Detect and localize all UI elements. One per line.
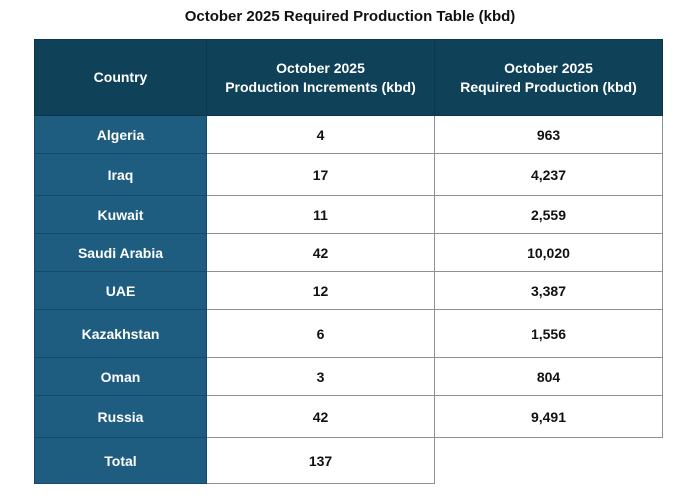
table-row: Saudi Arabia 42 10,020 bbox=[34, 233, 663, 272]
header-increments-line1: October 2025 bbox=[276, 59, 365, 76]
table-row: Algeria 4 963 bbox=[34, 115, 663, 154]
increment-cell: 6 bbox=[206, 309, 435, 358]
table-row: Iraq 17 4,237 bbox=[34, 153, 663, 196]
country-cell: Iraq bbox=[34, 153, 207, 196]
increment-cell: 11 bbox=[206, 195, 435, 234]
production-table: Country October 2025 Production Incremen… bbox=[34, 39, 663, 484]
header-required-line1: October 2025 bbox=[504, 59, 593, 76]
required-cell: 9,491 bbox=[434, 395, 663, 438]
required-cell: 4,237 bbox=[434, 153, 663, 196]
header-required-line2: Required Production (kbd) bbox=[460, 78, 637, 95]
increment-cell: 42 bbox=[206, 395, 435, 438]
increment-cell: 12 bbox=[206, 271, 435, 310]
country-cell: Russia bbox=[34, 395, 207, 438]
country-cell: UAE bbox=[34, 271, 207, 310]
increment-cell: 17 bbox=[206, 153, 435, 196]
country-cell: Kazakhstan bbox=[34, 309, 207, 358]
total-increment-cell: 137 bbox=[206, 437, 435, 484]
country-cell: Oman bbox=[34, 357, 207, 396]
total-row: Total 137 bbox=[34, 437, 663, 484]
increment-cell: 42 bbox=[206, 233, 435, 272]
table-row: Kazakhstan 6 1,556 bbox=[34, 309, 663, 358]
required-cell: 10,020 bbox=[434, 233, 663, 272]
total-required-cell bbox=[435, 438, 663, 484]
country-cell: Saudi Arabia bbox=[34, 233, 207, 272]
header-increments-line2: Production Increments (kbd) bbox=[225, 78, 416, 95]
required-cell: 804 bbox=[434, 357, 663, 396]
header-country-label: Country bbox=[93, 69, 148, 85]
header-country: Country bbox=[34, 39, 207, 116]
table-row: Russia 42 9,491 bbox=[34, 395, 663, 438]
header-production-increments: October 2025 Production Increments (kbd) bbox=[206, 39, 435, 116]
table-row: UAE 12 3,387 bbox=[34, 271, 663, 310]
table-row: Kuwait 11 2,559 bbox=[34, 195, 663, 234]
required-cell: 1,556 bbox=[434, 309, 663, 358]
table-title: October 2025 Required Production Table (… bbox=[184, 8, 516, 25]
required-cell: 963 bbox=[434, 115, 663, 154]
increment-cell: 3 bbox=[206, 357, 435, 396]
required-cell: 2,559 bbox=[434, 195, 663, 234]
header-row: Country October 2025 Production Incremen… bbox=[34, 39, 663, 116]
required-cell: 3,387 bbox=[434, 271, 663, 310]
table-row: Oman 3 804 bbox=[34, 357, 663, 396]
country-cell: Algeria bbox=[34, 115, 207, 154]
total-label-cell: Total bbox=[34, 437, 207, 484]
increment-cell: 4 bbox=[206, 115, 435, 154]
table-body: Algeria 4 963 Iraq 17 4,237 Kuwait 11 2,… bbox=[34, 115, 663, 484]
country-cell: Kuwait bbox=[34, 195, 207, 234]
header-required-production: October 2025 Required Production (kbd) bbox=[434, 39, 663, 116]
